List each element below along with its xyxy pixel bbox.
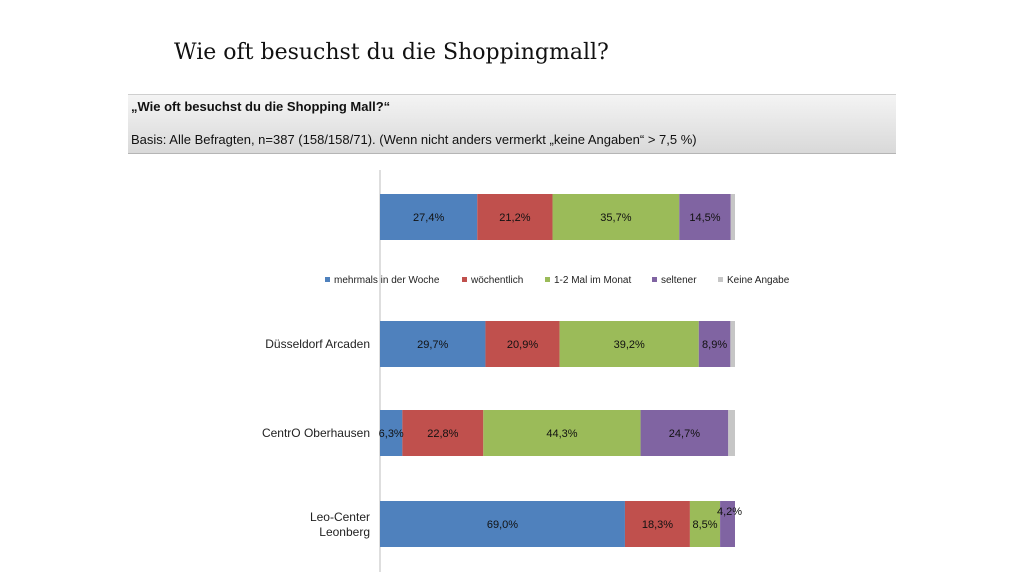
- slide-title: Wie oft besuchst du die Shoppingmall?: [174, 40, 609, 65]
- bar-value-label: 4,2%: [717, 506, 742, 518]
- bar-value-label: 35,7%: [600, 212, 631, 224]
- bar-segment: [559, 321, 699, 367]
- labels-group: 27,4% 21,2% 35,7% 14,5% 29,7% 20,9% 39,2% 8,9% D…: [262, 212, 742, 539]
- bar-segment: [380, 501, 625, 547]
- header-basis: Basis: Alle Befragten, n=387 (158/158/71…: [131, 132, 697, 147]
- bar-segment: [624, 501, 690, 547]
- bar-segment: [728, 410, 735, 456]
- bar-segment: [402, 410, 484, 456]
- bar-value-label: 20,9%: [507, 339, 538, 351]
- bar-value-label: 44,3%: [546, 428, 577, 440]
- bar-segment: [679, 194, 731, 240]
- bar-segment: [730, 321, 735, 367]
- legend-swatch: [652, 277, 657, 282]
- header-question: „Wie oft besuchst du die Shopping Mall?“: [131, 99, 391, 114]
- bar-segment: [720, 501, 735, 547]
- bars-group: [380, 194, 735, 547]
- bar-segment: [689, 501, 721, 547]
- bar-segment: [477, 194, 553, 240]
- legend-entry: mehrmals in der Woche: [334, 275, 440, 286]
- legend-entry: wöchentlich: [470, 275, 523, 286]
- legend-entry: seltener: [661, 275, 697, 286]
- legend-entry: Keine Angabe: [727, 275, 790, 286]
- bar-segment: [698, 321, 731, 367]
- bar-segment: [483, 410, 641, 456]
- legend-swatch: [462, 277, 467, 282]
- bar-segment: [380, 321, 486, 367]
- category-label: Leonberg: [319, 525, 370, 539]
- bar-segment: [730, 194, 735, 240]
- bar-value-label: 24,7%: [669, 428, 700, 440]
- bar-segment: [485, 321, 560, 367]
- category-label: CentrO Oberhausen: [262, 426, 370, 440]
- bar-value-label: 22,8%: [427, 428, 458, 440]
- bar-value-label: 18,3%: [642, 519, 673, 531]
- bar-value-label: 29,7%: [417, 339, 448, 351]
- bar-value-label: 6,3%: [379, 428, 404, 440]
- bar-value-label: 8,9%: [702, 339, 727, 351]
- bar-segment: [552, 194, 680, 240]
- legend-entry: 1-2 Mal im Monat: [554, 275, 631, 286]
- bar-value-label: 69,0%: [487, 519, 518, 531]
- legend-swatch: [325, 277, 330, 282]
- category-label: Leo-Center: [310, 510, 370, 524]
- bar-value-label: 27,4%: [413, 212, 444, 224]
- bar-value-label: 39,2%: [614, 339, 645, 351]
- legend-swatch: [718, 277, 723, 282]
- legend-swatch: [545, 277, 550, 282]
- bar-value-label: 8,5%: [692, 519, 717, 531]
- bar-segment: [640, 410, 729, 456]
- category-label: Düsseldorf Arcaden: [265, 337, 370, 351]
- bar-segment: [380, 194, 478, 240]
- legend: mehrmals in der Woche wöchentlich 1-2 Mal …: [325, 275, 790, 286]
- bar-value-label: 21,2%: [499, 212, 530, 224]
- bar-segment: [380, 410, 403, 456]
- chart-header-box: „Wie oft besuchst du die Shopping Mall?“…: [128, 94, 896, 154]
- bar-value-label: 14,5%: [689, 212, 720, 224]
